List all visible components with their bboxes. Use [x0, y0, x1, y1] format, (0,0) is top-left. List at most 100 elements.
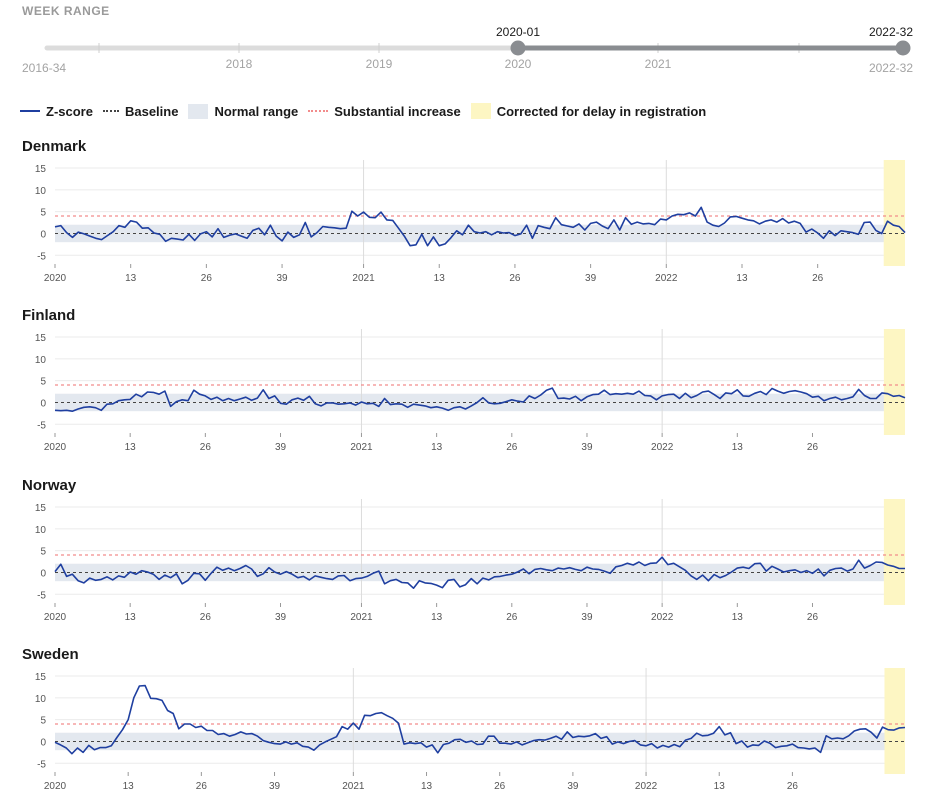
zscore-line: [54, 206, 906, 247]
chart-title-norway: Norway: [22, 477, 77, 494]
slider-min-label: 2016-34: [22, 61, 66, 75]
chart-sweden: 15 10 5 0 -5 2020 13 26 39 2021 13 26 39 2022 13 26: [35, 668, 906, 792]
slider-start-value: 2020-01: [496, 25, 540, 39]
legend-baseline-label: Baseline: [124, 103, 179, 119]
x-tick-label: 13: [434, 273, 446, 284]
corrected-delay-band: [883, 160, 905, 266]
x-tick-label: 26: [807, 442, 819, 453]
x-tick-label: 26: [509, 273, 521, 284]
slider-year-label: 2018: [226, 57, 253, 71]
legend-corrected-label: Corrected for delay in registration: [496, 103, 707, 119]
week-range-title: WEEK RANGE: [22, 4, 110, 18]
slider-end-handle[interactable]: [895, 40, 911, 56]
y-tick-label: 5: [40, 208, 46, 219]
y-tick-label: 10: [35, 355, 47, 366]
y-tick-label: 0: [40, 737, 46, 748]
x-tick-label: 2022: [651, 612, 674, 623]
corrected-delay-band: [883, 499, 905, 605]
y-tick-label: 15: [35, 672, 47, 683]
x-tick-label: 2020: [44, 273, 67, 284]
y-tick-label: 10: [35, 525, 47, 536]
x-tick-label: 39: [567, 781, 579, 792]
x-tick-label: 26: [201, 273, 213, 284]
slider-end-value: 2022-32: [869, 25, 913, 39]
legend-substantial-increase[interactable]: Substantial increase: [308, 103, 461, 119]
x-tick-label: 39: [275, 612, 287, 623]
x-tick-label: 26: [494, 781, 506, 792]
x-tick-label: 39: [276, 273, 288, 284]
slider-year-label: 2021: [645, 57, 672, 71]
x-tick-label: 13: [736, 273, 748, 284]
slider-year-label: 2020: [505, 57, 532, 71]
x-tick-label: 13: [123, 781, 135, 792]
x-tick-label: 39: [585, 273, 597, 284]
x-tick-label: 2022: [655, 273, 678, 284]
x-tick-label: 13: [732, 442, 744, 453]
zscore-line: [54, 556, 905, 589]
y-tick-label: 5: [40, 716, 46, 727]
x-tick-label: 39: [581, 612, 593, 623]
substantial-dotted-icon: [308, 110, 329, 112]
y-tick-label: 0: [40, 568, 46, 579]
x-tick-label: 2022: [651, 442, 674, 453]
x-tick-label: 13: [732, 612, 744, 623]
x-tick-label: 2020: [44, 612, 67, 623]
legend-normal-label: Normal range: [214, 103, 299, 119]
corrected-delay-band: [884, 668, 905, 774]
chart-finland: 15 10 5 0 -5 2020 13 26 39 2021 13 26 39 2022 13 26: [35, 329, 906, 453]
x-tick-label: 13: [125, 442, 137, 453]
x-tick-label: 13: [431, 612, 443, 623]
y-tick-label: 10: [35, 694, 47, 705]
chart-title-denmark: Denmark: [22, 138, 87, 155]
x-tick-label: 26: [787, 781, 799, 792]
y-tick-label: 10: [35, 186, 47, 197]
x-tick-label: 26: [807, 612, 819, 623]
legend-corrected[interactable]: Corrected for delay in registration: [470, 103, 707, 119]
legend-zscore-label: Z-score: [46, 103, 93, 119]
y-tick-label: 5: [40, 547, 46, 558]
x-tick-label: 26: [196, 781, 208, 792]
legend: Z-score Baseline Normal range Substantia…: [20, 101, 716, 121]
y-tick-label: 15: [35, 503, 47, 514]
normal-range-swatch-icon: [188, 103, 209, 119]
y-tick-label: -5: [37, 251, 46, 262]
chart-norway: 15 10 5 0 -5 2020 13 26 39 2021 13 26 39 2022 13 26: [35, 499, 905, 623]
x-tick-label: 2021: [350, 612, 373, 623]
week-range-slider[interactable]: 2016-34 2022-32 2018 2019 2020 2021 2020-01 202…: [0, 0, 945, 90]
legend-substantial-label: Substantial increase: [334, 103, 461, 119]
x-tick-label: 13: [714, 781, 726, 792]
y-tick-label: 5: [40, 377, 46, 388]
zscore-line: [54, 684, 906, 755]
x-tick-label: 13: [125, 612, 137, 623]
legend-zscore[interactable]: Z-score: [20, 104, 93, 119]
chart-title-sweden: Sweden: [22, 646, 79, 663]
legend-baseline[interactable]: Baseline: [102, 103, 179, 119]
x-tick-label: 2020: [44, 781, 67, 792]
zscore-line-icon: [20, 110, 40, 112]
slider-max-label: 2022-32: [869, 61, 913, 75]
y-tick-label: -5: [37, 759, 46, 770]
x-tick-label: 2020: [44, 442, 67, 453]
x-tick-label: 2021: [352, 273, 375, 284]
chart-title-finland: Finland: [22, 307, 76, 324]
y-tick-label: -5: [37, 590, 46, 601]
y-tick-label: 15: [35, 164, 47, 175]
x-tick-label: 2022: [635, 781, 658, 792]
x-tick-label: 39: [581, 442, 593, 453]
baseline-dotted-icon: [102, 110, 119, 112]
x-tick-label: 13: [431, 442, 443, 453]
x-tick-label: 2021: [350, 442, 373, 453]
corrected-swatch-icon: [470, 103, 491, 119]
x-tick-label: 26: [200, 612, 212, 623]
x-tick-label: 26: [812, 273, 824, 284]
y-tick-label: 15: [35, 333, 47, 344]
legend-normal-range[interactable]: Normal range: [188, 103, 299, 119]
x-tick-label: 39: [269, 781, 281, 792]
corrected-delay-band: [883, 329, 905, 435]
x-tick-label: 26: [200, 442, 212, 453]
x-tick-label: 39: [275, 442, 287, 453]
x-tick-label: 13: [125, 273, 137, 284]
slider-start-handle[interactable]: [510, 40, 526, 56]
x-tick-label: 2021: [342, 781, 365, 792]
zscore-line: [54, 387, 906, 412]
